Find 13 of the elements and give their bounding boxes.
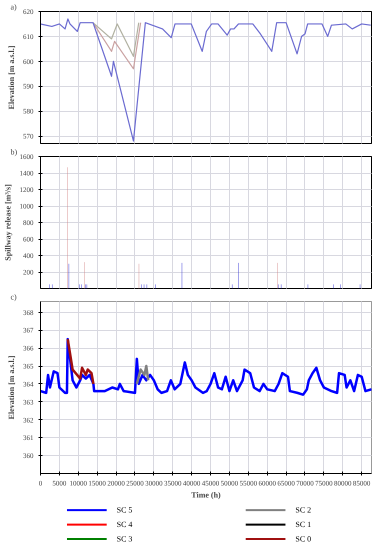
chart-title: b) xyxy=(10,148,18,156)
legend-label: SC 2 xyxy=(295,506,312,515)
chart-title: c) xyxy=(10,292,18,302)
legend-label: SC 3 xyxy=(116,534,132,544)
chart-title: a) xyxy=(10,2,18,12)
legend-label: SC 4 xyxy=(116,520,132,530)
x-axis-title: Time (h) xyxy=(191,490,222,500)
legend-label: SC 0 xyxy=(295,534,312,544)
legend-label: SC 5 xyxy=(116,506,132,515)
y-axis-title: Elevation [m a.s.l.] xyxy=(7,45,16,110)
y-axis-title: Elevation [m a.s.l.] xyxy=(7,355,16,420)
y-axis-title: Spillway release [m³/s] xyxy=(4,184,12,261)
legend-label: SC 1 xyxy=(295,520,312,530)
